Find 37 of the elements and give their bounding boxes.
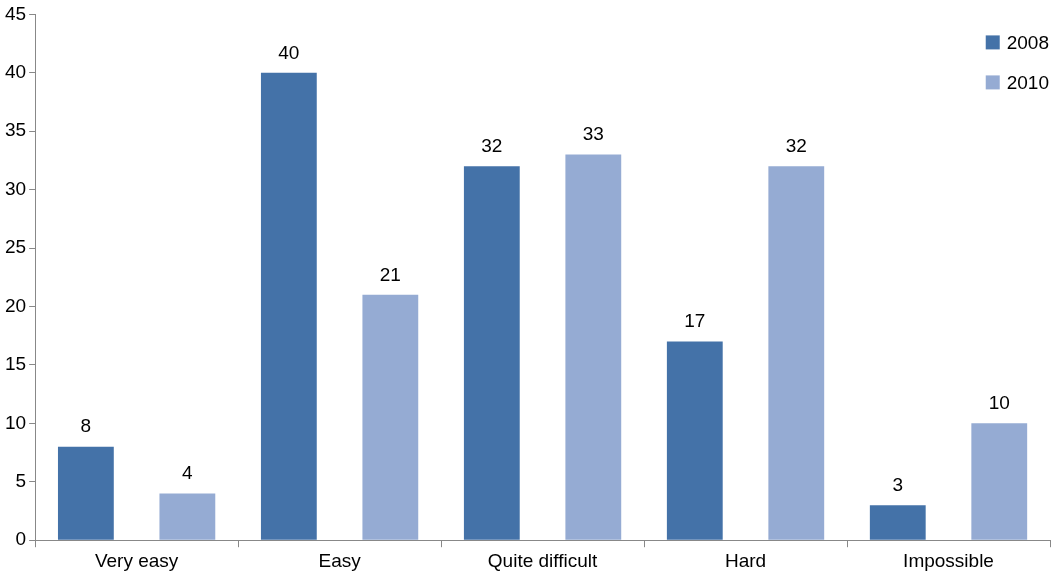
y-tick-label: 15 (4, 353, 27, 375)
bar (159, 493, 216, 540)
bar (971, 423, 1028, 540)
y-tick-label: 20 (4, 294, 27, 316)
y-tick-label: 5 (15, 470, 27, 492)
bar (362, 294, 419, 540)
data-label: 33 (582, 123, 604, 145)
data-label: 3 (892, 473, 904, 495)
data-label: 8 (80, 415, 92, 437)
data-label: 4 (182, 462, 194, 484)
y-tick-label: 0 (15, 528, 27, 550)
bar (869, 505, 926, 540)
y-tick-label: 40 (4, 61, 27, 83)
data-label: 32 (785, 135, 807, 157)
y-tick-label: 35 (4, 119, 27, 141)
y-tick-label: 10 (4, 411, 27, 433)
legend-label: 2010 (1006, 71, 1050, 93)
x-tick-label: Hard (724, 549, 767, 571)
x-tick-label: Impossible (903, 549, 994, 571)
x-tick-label: Very easy (94, 549, 179, 571)
data-label: 32 (481, 135, 503, 157)
bar (565, 154, 622, 540)
data-label: 17 (684, 310, 706, 332)
data-label: 40 (278, 41, 300, 63)
data-label: 21 (379, 263, 401, 285)
x-tick-label: Easy (318, 549, 362, 571)
bar (768, 166, 825, 540)
y-tick-label: 45 (4, 2, 27, 24)
data-label: 10 (988, 392, 1010, 414)
bar (463, 166, 520, 540)
bar (666, 341, 723, 540)
y-tick-label: 30 (4, 177, 27, 199)
legend-label: 2008 (1006, 31, 1050, 53)
x-tick-label: Quite difficult (487, 549, 599, 571)
y-tick-label: 25 (4, 236, 27, 258)
bar (57, 446, 114, 540)
bar (260, 72, 317, 540)
